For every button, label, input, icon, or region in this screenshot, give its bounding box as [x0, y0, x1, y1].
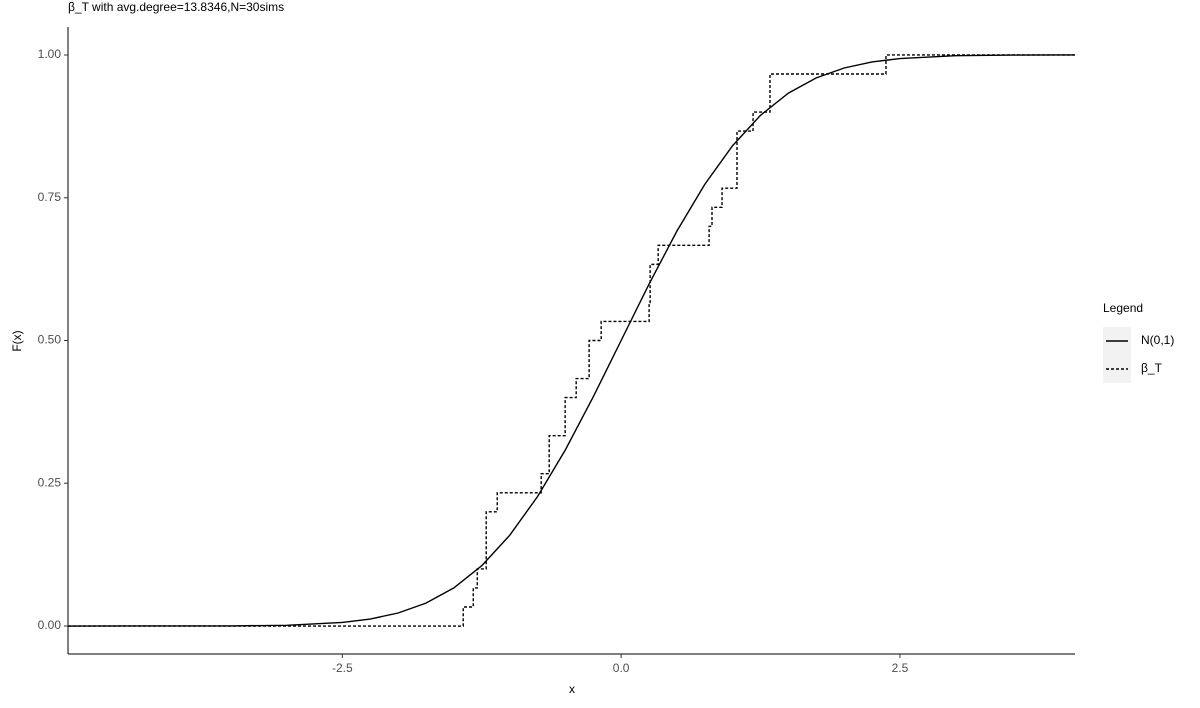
- y-tick-label: 0.75: [38, 190, 62, 204]
- legend-label: β_T: [1141, 361, 1163, 375]
- x-tick-label: 2.5: [892, 661, 909, 675]
- chart-title: β_T with avg.degree=13.8346,N=30sims: [68, 0, 284, 14]
- legend-title: Legend: [1103, 301, 1143, 315]
- legend-label: N(0,1): [1141, 333, 1174, 347]
- series-line: [68, 54, 1075, 627]
- y-tick-label: 1.00: [38, 47, 62, 61]
- x-axis-label: x: [569, 682, 575, 696]
- x-tick-label: 0.0: [613, 661, 630, 675]
- y-tick-label: 0.50: [38, 333, 62, 347]
- y-tick-label: 0.00: [38, 618, 62, 632]
- y-axis-label: F(x): [10, 330, 24, 351]
- y-tick-label: 0.25: [38, 475, 62, 489]
- x-tick-label: -2.5: [332, 661, 353, 675]
- series-line: [67, 54, 1076, 627]
